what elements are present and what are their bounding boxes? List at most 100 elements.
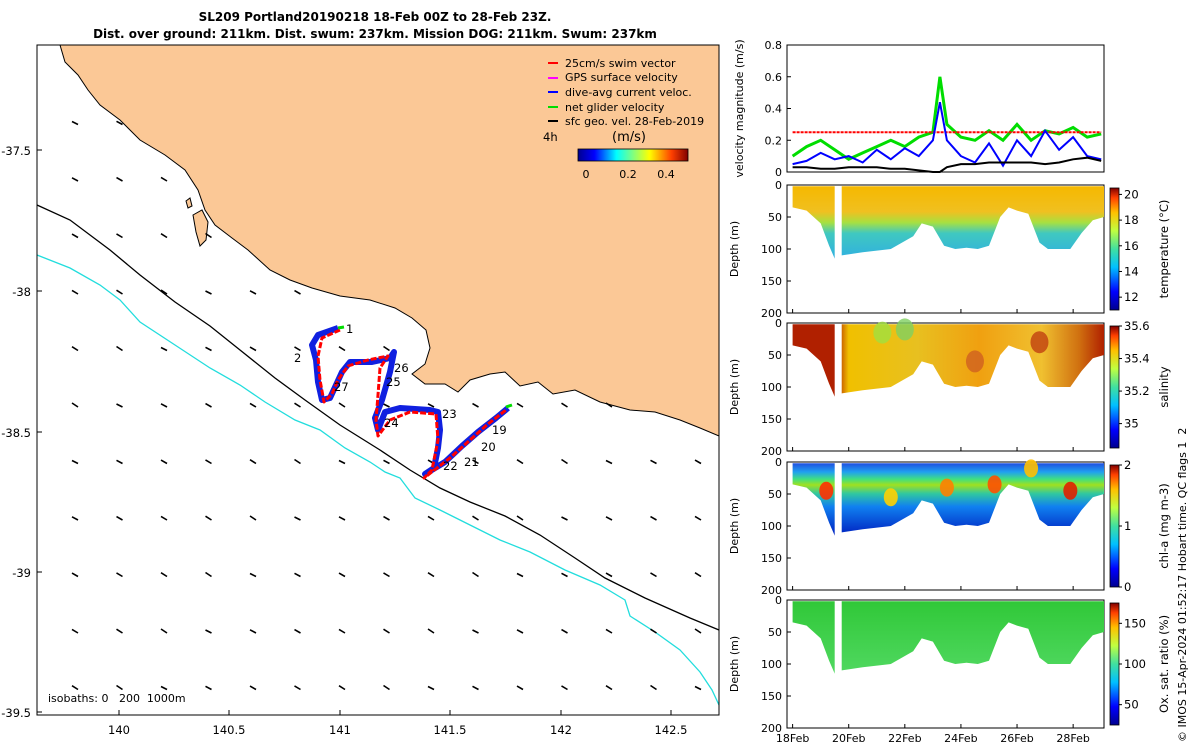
velocity-tick-label: 0.8 [765, 39, 783, 52]
geo-velocity-arrow [71, 346, 79, 352]
geo-velocity-arrow [294, 685, 301, 691]
colorbar-units: (m/s) [612, 130, 646, 145]
map-legend: 25cm/s swim vector GPS surface velocity … [543, 57, 704, 181]
time-tick-label: 22Feb [888, 732, 921, 745]
time-tick-label: 24Feb [944, 732, 977, 745]
geo-velocity-arrow [338, 346, 346, 352]
geo-velocity-arrow [205, 346, 212, 352]
geo-velocity-arrow [694, 515, 702, 521]
colorbar-tick: 0.4 [657, 168, 675, 181]
colorbar-tick-label: 1 [1124, 519, 1131, 533]
geo-velocity-arrow [160, 459, 168, 465]
geo-velocity-arrow [383, 572, 390, 578]
colorbar-tick-label: 2 [1124, 458, 1131, 472]
lat-tick-label: -37.5 [1, 144, 31, 158]
geo-velocity-arrow [205, 629, 212, 634]
figure-title-line1: SL209 Portland20190218 18-Feb 00Z to 28-… [199, 10, 552, 24]
geo-velocity-arrow [71, 177, 79, 182]
depth-tick-label: 100 [761, 243, 782, 256]
geo-velocity-arrow [561, 685, 568, 691]
geo-velocity-arrow [116, 515, 123, 521]
isobath-label: isobaths: 0 200 1000m [48, 692, 186, 705]
lon-tick-label: 140.5 [213, 723, 246, 737]
isobath-1000m [36, 254, 720, 706]
colorbar-tick-label: 14 [1124, 264, 1139, 278]
lon-tick-label: 142.5 [655, 723, 688, 737]
map-island [185, 197, 193, 209]
geo-velocity-arrow [383, 515, 390, 521]
colorbar-tick-label: 150 [1124, 616, 1146, 630]
depth-tick-label: 50 [768, 349, 782, 362]
geo-velocity-arrow [427, 685, 435, 691]
velocity-series-line [792, 156, 1102, 173]
map-frame [36, 44, 720, 716]
geo-velocity-arrow [383, 628, 390, 634]
geo-velocity-arrow [71, 459, 79, 465]
waypoint-label: 20 [481, 440, 496, 454]
depth-panel: 0 50 100 150 200 Depth (m) 12 14 16 18 20 temperatu… [728, 179, 1171, 320]
geo-velocity-arrow [427, 572, 435, 578]
colorbar-tick-label: 18 [1124, 213, 1139, 227]
track-map: 1 2 27 26 25 24 23 22 21 20 19 -37.5 -38… [1, 44, 720, 737]
depth-ylabel: Depth (m) [728, 498, 741, 554]
depth-tick-label: 50 [768, 626, 782, 639]
waypoint-label: 27 [334, 380, 349, 394]
geo-velocity-arrow [249, 402, 257, 408]
map-lat-axis: -37.5 -38 -38.5 -39 -39.5 [1, 144, 42, 720]
panel-colorbar [1109, 602, 1120, 726]
colorbar-tick-label: 35.4 [1124, 352, 1150, 366]
legend-label: sfc geo. vel. 28-Feb-2019 [565, 115, 704, 128]
depth-tick-label: 100 [761, 658, 782, 671]
geo-velocity-arrow [160, 176, 168, 182]
geo-velocity-arrow [205, 515, 212, 521]
legend-label: dive-avg current veloc. [565, 86, 692, 99]
geo-velocity-arrow [472, 459, 479, 465]
geo-velocity-arrow [160, 403, 168, 408]
time-tick-label: 18Feb [776, 732, 809, 745]
colorbar-tick-label: 35 [1124, 417, 1139, 431]
waypoint-label: 24 [384, 416, 399, 430]
geo-velocity-arrow [427, 628, 435, 634]
depth-tick-label: 200 [761, 584, 782, 597]
geo-velocity-arrow [338, 628, 346, 634]
geo-velocity-arrow [694, 459, 702, 465]
depth-ylabel: Depth (m) [728, 221, 741, 277]
credit-text: © IMOS 15-Apr-2024 01:52:17 Hobart time.… [1176, 428, 1189, 742]
geo-velocity-arrow [71, 572, 79, 578]
geo-velocity-arrow [116, 345, 123, 352]
geo-velocity-arrow [249, 572, 257, 578]
geo-velocity-arrow [561, 402, 568, 408]
geo-velocity-arrow [338, 402, 346, 408]
swim-vector-track [316, 328, 507, 480]
geo-velocity-arrow [605, 402, 613, 408]
time-tick-label: 26Feb [1000, 732, 1033, 745]
velocity-tick-label: 0.2 [765, 134, 783, 147]
geo-velocity-arrow [71, 233, 79, 239]
depth-tick-label: 100 [761, 381, 782, 394]
depth-tick-label: 0 [775, 594, 782, 607]
geo-velocity-arrow [561, 572, 568, 578]
velocity-series-line [792, 102, 1102, 168]
depth-tick-label: 50 [768, 211, 782, 224]
legend-label: net glider velocity [565, 101, 665, 114]
section-fill [792, 324, 1104, 397]
geo-velocity-arrow [605, 685, 613, 691]
colorbar-tick: 0 [583, 168, 590, 181]
panel-colorbar [1109, 464, 1120, 588]
geo-velocity-arrow [694, 628, 702, 634]
colorbar-label: salinity [1157, 366, 1171, 407]
geo-velocity-arrow [160, 628, 168, 634]
section-fill [792, 463, 1104, 536]
geo-velocity-arrow [338, 459, 346, 465]
geo-velocity-arrow [116, 176, 123, 182]
velocity-ylabel: velocity magnitude (m/s) [733, 39, 746, 177]
geo-velocity-arrow [294, 572, 301, 578]
geo-velocity-arrow [472, 629, 479, 634]
waypoint-label: 22 [443, 459, 458, 473]
geo-velocity-arrow [294, 402, 301, 408]
colorbar-tick-label: 50 [1124, 698, 1139, 712]
depth-tick-label: 150 [761, 690, 782, 703]
geo-velocity-arrow [383, 403, 390, 408]
geo-velocity-arrow [160, 515, 168, 521]
